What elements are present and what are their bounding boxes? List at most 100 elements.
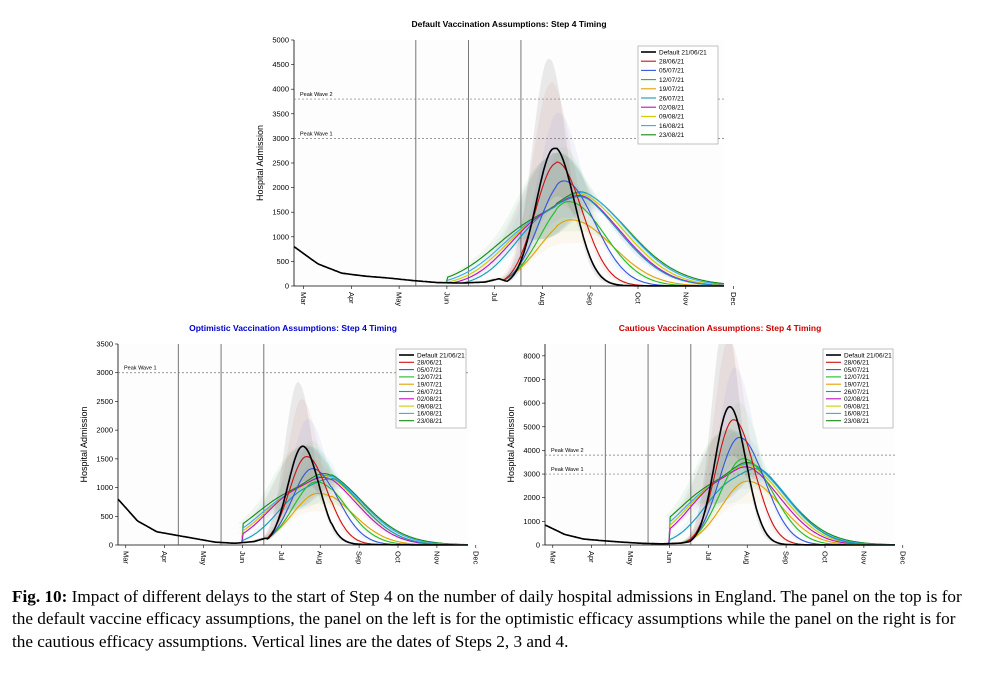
x-tick-label: Aug [316, 551, 325, 564]
x-tick-label: May [626, 551, 635, 565]
y-tick-label: 500 [276, 257, 289, 266]
y-tick-label: 4000 [272, 85, 289, 94]
band-280621 [237, 399, 471, 545]
y-tick-label: 3500 [272, 109, 289, 118]
chart-title: Optimistic Vaccination Assumptions: Step… [189, 323, 397, 333]
legend-box [637, 45, 719, 145]
band-050721 [237, 419, 471, 545]
series-line-Default210621 [117, 445, 468, 546]
band-160821 [664, 429, 898, 545]
chart-title: Cautious Vaccination Assumptions: Step 4… [619, 323, 822, 333]
legend: Default 21/06/2128/06/2105/07/2112/07/21… [822, 348, 894, 429]
x-tick-label: Jul [277, 551, 286, 561]
y-tick-label: 2500 [272, 159, 289, 168]
legend-label: 09/08/21 [659, 114, 685, 121]
x-tick-label: Sep [586, 292, 595, 305]
legend-label: Default 21/06/21 [659, 49, 707, 56]
legend: Default 21/06/21 28/06/21 05/07/21 12/07/21… [637, 45, 719, 145]
series-line-Default210621 [293, 147, 724, 287]
y-tick-label: 3500 [96, 340, 113, 349]
legend-label: 02/08/21 [417, 396, 443, 403]
caption-text: Impact of different delays to the start … [12, 587, 962, 651]
legend-label: 19/07/21 [844, 382, 870, 389]
legend-label: 12/07/21 [417, 374, 443, 381]
band-190721 [441, 176, 727, 286]
figure-caption: Fig. 10: Impact of different delays to t… [12, 586, 980, 653]
legend-label: 02/08/21 [844, 396, 870, 403]
legend-label: 05/07/21 [659, 68, 685, 75]
x-tick-label: Mar [548, 551, 557, 564]
x-tick-label: Sep [355, 551, 364, 564]
y-tick-label: 2000 [272, 183, 289, 192]
chart-title: Default Vaccination Assumptions: Step 4 … [411, 19, 606, 29]
y-tick-label: 5000 [523, 422, 540, 431]
peak-reference-label: Peak Wave 2 [300, 92, 333, 98]
x-tick-label: Apr [587, 551, 596, 563]
legend-label: 12/07/21 [659, 77, 685, 84]
legend-label: 28/06/21 [417, 360, 443, 367]
chart-panel-cautious: Cautious Vaccination Assumptions: Step 4… [505, 318, 907, 573]
x-tick-label: Nov [681, 292, 690, 306]
legend-label: Default 21/06/21 [417, 352, 465, 359]
x-tick-label: Jun [665, 551, 674, 563]
x-tick-label: Jul [704, 551, 713, 561]
band-Default210621 [237, 382, 471, 545]
x-tick-label: Oct [634, 292, 643, 305]
x-tick-label: Aug [743, 551, 752, 564]
legend-label: 23/08/21 [417, 418, 443, 425]
x-tick-label: Dec [898, 551, 907, 565]
legend-label: 23/08/21 [844, 418, 870, 425]
peak-reference-label: Peak Wave 1 [124, 366, 157, 372]
y-tick-label: 500 [100, 512, 113, 521]
y-tick-label: 3000 [272, 134, 289, 143]
legend-label: 09/08/21 [417, 403, 443, 410]
band-020821 [664, 430, 898, 545]
x-tick-label: Nov [859, 551, 868, 565]
band-050721 [664, 367, 898, 545]
y-tick-label: 6000 [523, 399, 540, 408]
legend-label: 16/08/21 [844, 411, 870, 418]
band-230821 [441, 152, 727, 284]
band-Default210621 [664, 344, 898, 545]
y-tick-label: 2000 [96, 426, 113, 435]
x-tick-label: Jul [490, 292, 499, 302]
y-tick-label: 4000 [523, 446, 540, 455]
y-axis-label: Hospital Admission [79, 406, 89, 482]
legend-label: 28/06/21 [844, 360, 870, 367]
chart-default-svg: Default Vaccination Assumptions: Step 4 … [255, 19, 738, 306]
legend-label: 23/08/21 [659, 132, 685, 139]
y-tick-label: 1000 [96, 483, 113, 492]
x-tick-label: Apr [160, 551, 169, 563]
band-230821 [664, 428, 898, 545]
legend-label: 26/07/21 [844, 389, 870, 396]
peak-reference-label: Peak Wave 1 [300, 131, 333, 137]
x-tick-label: Nov [432, 551, 441, 565]
y-tick-label: 2000 [523, 493, 540, 502]
y-tick-label: 1500 [96, 454, 113, 463]
x-tick-label: Dec [729, 292, 738, 306]
legend-label: 19/07/21 [417, 382, 443, 389]
legend-label: 05/07/21 [844, 367, 870, 374]
legend-label: 28/06/21 [659, 59, 685, 66]
x-tick-label: May [199, 551, 208, 565]
band-280621 [664, 344, 898, 545]
legend-label: 02/08/21 [659, 105, 685, 112]
y-tick-label: 7000 [523, 375, 540, 384]
legend-label: 09/08/21 [844, 403, 870, 410]
x-tick-label: Apr [347, 292, 356, 304]
y-tick-label: 0 [285, 282, 289, 291]
y-tick-label: 3000 [96, 368, 113, 377]
y-tick-label: 8000 [523, 351, 540, 360]
band-260721 [441, 152, 727, 286]
band-260721 [664, 431, 898, 545]
y-tick-label: 2500 [96, 397, 113, 406]
legend-label: 26/07/21 [659, 95, 685, 102]
x-tick-label: Jun [442, 292, 451, 304]
legend-label: 16/08/21 [659, 123, 685, 130]
legend-label: 19/07/21 [659, 86, 685, 93]
x-tick-label: May [395, 292, 404, 306]
series-line-Default210621 [544, 405, 895, 546]
peak-reference-label: Peak Wave 2 [551, 448, 584, 454]
chart-optimistic-svg: Optimistic Vaccination Assumptions: Step… [79, 323, 480, 565]
legend: Default 21/06/2128/06/2105/07/2112/07/21… [395, 348, 467, 429]
